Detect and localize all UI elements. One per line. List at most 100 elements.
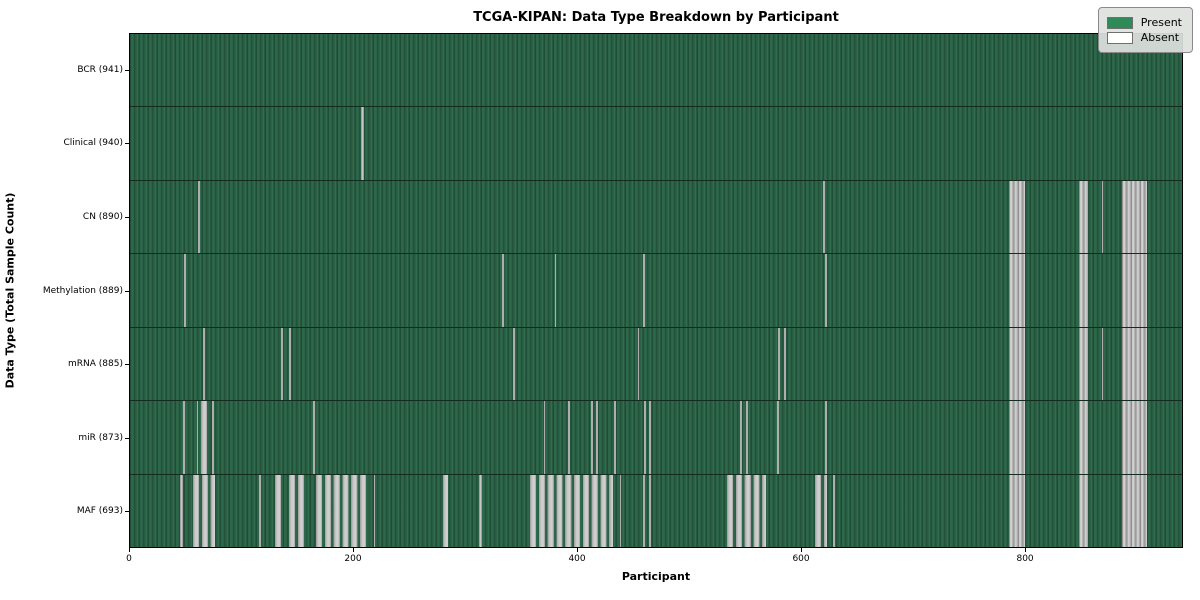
x-tick-label-200: 200 <box>344 554 362 564</box>
absent-segment <box>643 254 645 327</box>
x-tick-mark <box>353 548 355 552</box>
absent-segment <box>315 474 369 547</box>
absent-segment <box>1121 474 1148 547</box>
absent-segment <box>825 254 828 327</box>
y-tick-label-maf: MAF (693) <box>76 506 123 517</box>
absent-segment <box>1079 180 1088 254</box>
absent-segment <box>614 401 616 474</box>
absent-segment <box>361 107 364 180</box>
absent-segment <box>823 180 825 254</box>
heatmap-row-maf <box>130 473 1182 547</box>
absent-segment <box>554 254 557 327</box>
legend-entry-present: Present <box>1106 16 1182 29</box>
absent-segment <box>1102 327 1104 401</box>
absent-segment <box>443 474 449 547</box>
absent-segment <box>502 254 504 327</box>
y-tick-mark <box>125 216 129 218</box>
absent-segment <box>1121 401 1148 474</box>
absent-swatch <box>1106 31 1133 44</box>
absent-segment <box>479 474 482 547</box>
y-tick-label-methylation: Methylation (889) <box>42 285 123 296</box>
absent-segment <box>198 180 201 254</box>
absent-segment <box>280 327 283 401</box>
absent-segment <box>373 474 376 547</box>
absent-segment <box>288 327 291 401</box>
legend-present-label: Present <box>1140 16 1182 29</box>
absent-segment <box>513 327 516 401</box>
absent-segment <box>313 401 316 474</box>
x-tick-label-0: 0 <box>126 554 132 564</box>
x-tick-label-400: 400 <box>568 554 586 564</box>
x-tick-label-600: 600 <box>792 554 810 564</box>
y-tick-mark <box>125 69 129 71</box>
y-tick-mark <box>125 511 129 513</box>
absent-segment <box>183 401 185 474</box>
absent-segment <box>1121 327 1148 401</box>
absent-segment <box>200 401 210 474</box>
x-tick-label-800: 800 <box>1016 554 1034 564</box>
x-axis-label: Participant <box>621 570 691 583</box>
y-tick-label-clinical: Clinical (940) <box>63 138 123 149</box>
absent-segment <box>1079 401 1088 474</box>
absent-segment <box>637 327 640 401</box>
heatmap-plot-area <box>129 33 1183 548</box>
present-swatch <box>1106 16 1133 29</box>
absent-segment <box>1008 401 1026 474</box>
absent-segment <box>1079 254 1088 327</box>
heatmap-row-cn <box>130 179 1182 254</box>
legend: Present Absent <box>1097 7 1193 53</box>
x-tick-mark <box>129 548 130 552</box>
absent-segment <box>726 474 767 547</box>
absent-segment <box>815 474 828 547</box>
absent-segment <box>619 474 622 547</box>
absent-segment <box>288 474 306 547</box>
chart-title: TCGA-KIPAN: Data Type Breakdown by Parti… <box>473 10 839 25</box>
absent-segment <box>1008 474 1026 547</box>
heatmap-row-clinical <box>130 106 1182 180</box>
absent-segment <box>193 474 215 547</box>
absent-segment <box>643 474 645 547</box>
absent-segment <box>649 474 651 547</box>
heatmap-row-mrna <box>130 326 1182 401</box>
x-tick-mark <box>577 548 579 552</box>
legend-absent-label: Absent <box>1140 31 1180 44</box>
absent-segment <box>740 401 743 474</box>
heatmap-row-bcr <box>130 34 1182 107</box>
heatmap-row-mir <box>130 400 1182 474</box>
absent-segment <box>179 474 184 547</box>
absent-segment <box>1008 180 1026 254</box>
absent-segment <box>1102 180 1104 254</box>
absent-segment <box>595 401 598 474</box>
absent-segment <box>202 327 205 401</box>
x-tick-mark <box>1025 548 1027 552</box>
absent-segment <box>825 401 828 474</box>
absent-segment <box>1121 254 1148 327</box>
absent-segment <box>184 254 186 327</box>
absent-segment <box>196 401 199 474</box>
absent-segment <box>530 474 613 547</box>
absent-segment <box>778 327 781 401</box>
absent-segment <box>784 327 786 401</box>
absent-segment <box>1121 180 1148 254</box>
absent-segment <box>644 401 647 474</box>
x-tick-mark <box>801 548 803 552</box>
absent-segment <box>591 401 594 474</box>
absent-segment <box>568 401 570 474</box>
absent-segment <box>275 474 284 547</box>
absent-segment <box>832 474 836 547</box>
absent-segment <box>212 401 214 474</box>
y-tick-mark <box>125 290 129 292</box>
y-tick-mark <box>125 437 129 439</box>
absent-segment <box>745 401 748 474</box>
absent-segment <box>648 401 651 474</box>
absent-segment <box>1079 327 1088 401</box>
legend-entry-absent: Absent <box>1106 31 1182 44</box>
absent-segment <box>1008 254 1026 327</box>
absent-segment <box>543 401 546 474</box>
absent-segment <box>777 401 779 474</box>
y-tick-label-bcr: BCR (941) <box>77 64 123 75</box>
y-tick-label-mir: miR (873) <box>78 432 123 443</box>
absent-segment <box>258 474 261 547</box>
absent-segment <box>1079 474 1088 547</box>
